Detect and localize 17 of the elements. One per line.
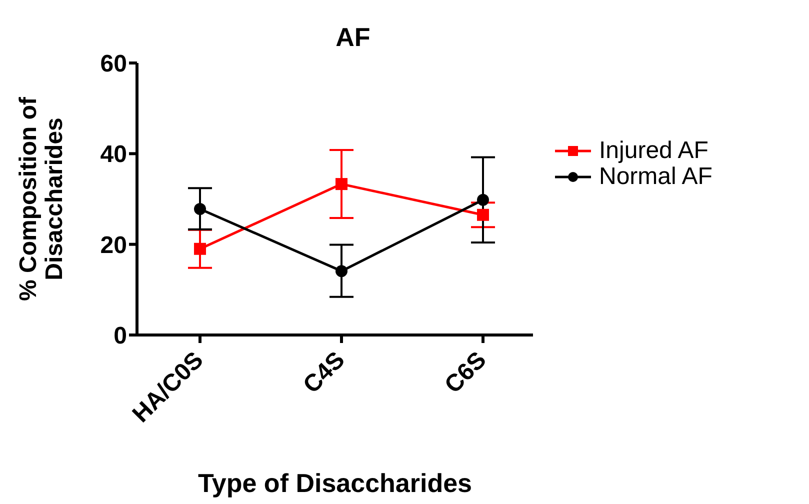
y-tick-label: 60 <box>100 50 127 78</box>
y-axis-title: % Composition of Disaccharides <box>15 96 68 301</box>
legend-label: Injured AF <box>599 137 708 165</box>
legend-label: Normal AF <box>599 163 712 191</box>
point <box>194 202 206 215</box>
point <box>336 178 348 190</box>
y-tick-label: 20 <box>100 232 127 259</box>
y-tick-label: 40 <box>100 141 127 168</box>
point <box>336 265 348 278</box>
y-tick-label: 0 <box>114 322 127 350</box>
point <box>477 194 489 206</box>
x-axis-title: Type of Disaccharides <box>198 468 472 498</box>
point <box>194 242 206 255</box>
chart-title: AF <box>336 22 370 52</box>
x-tick-label: C6S <box>440 346 492 399</box>
x-tick-label: C4S <box>298 346 350 399</box>
point <box>477 208 489 221</box>
